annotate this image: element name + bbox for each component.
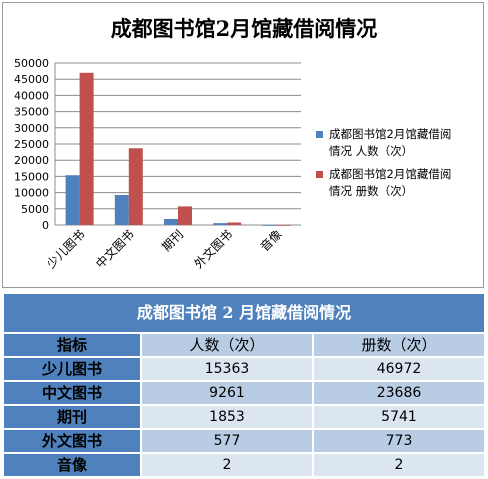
row-label: 少儿图书 <box>2 356 142 382</box>
cell-people: 2 <box>140 452 314 478</box>
row-label: 音像 <box>2 452 142 478</box>
cell-volumes: 2 <box>312 452 486 478</box>
y-tick-label: 25000 <box>14 138 49 151</box>
chart-title: 成都图书馆2月馆藏借阅情况 <box>110 16 378 41</box>
bar <box>276 224 291 226</box>
x-tick-label: 外文图书 <box>191 227 236 272</box>
header-people: 人数（次） <box>140 332 314 358</box>
row-label: 期刊 <box>2 404 142 430</box>
table-header-row: 指标 人数（次） 册数（次） <box>2 332 486 358</box>
bar <box>79 72 94 225</box>
y-tick-label: 15000 <box>14 170 49 183</box>
row-label: 中文图书 <box>2 380 142 406</box>
bar <box>128 148 143 225</box>
bar <box>213 223 228 225</box>
y-tick-label: 30000 <box>14 122 49 135</box>
table-title-row: 成都图书馆 2 月馆藏借阅情况 <box>2 292 486 334</box>
bar <box>114 194 129 225</box>
x-tick-label: 少儿图书 <box>44 227 88 271</box>
y-tick-label: 5000 <box>21 203 49 216</box>
table-row: 少儿图书 15363 46972 <box>2 356 486 382</box>
bar-chart: 0 5000 10000 15000 20000 25000 30000 35000 40000… <box>14 57 451 272</box>
cell-people: 9261 <box>140 380 314 406</box>
row-label: 外文图书 <box>2 428 142 454</box>
bar <box>178 206 192 225</box>
x-tick-label: 期刊 <box>159 227 186 254</box>
table-title: 成都图书馆 2 月馆藏借阅情况 <box>2 292 486 334</box>
legend-swatch <box>316 171 323 178</box>
cell-volumes: 773 <box>312 428 486 454</box>
y-tick-label: 40000 <box>14 89 49 102</box>
bar <box>227 222 242 225</box>
cell-volumes: 23686 <box>312 380 486 406</box>
x-tick-label: 中文图书 <box>92 227 137 272</box>
legend-label-line2: 情况 人数（次） <box>329 144 413 158</box>
header-volumes: 册数（次） <box>312 332 486 358</box>
table-row: 期刊 1853 5741 <box>2 404 486 430</box>
y-tick-label: 0 <box>42 219 49 232</box>
x-tick-label: 音像 <box>257 227 285 255</box>
cell-volumes: 5741 <box>312 404 486 430</box>
cell-people: 577 <box>140 428 314 454</box>
y-tick-label: 35000 <box>14 106 49 119</box>
cell-volumes: 46972 <box>312 356 486 382</box>
table-row: 中文图书 9261 23686 <box>2 380 486 406</box>
table-row: 音像 2 2 <box>2 452 486 478</box>
data-table-section: 成都图书馆 2 月馆藏借阅情况 指标 人数（次） 册数（次） 少儿图书 1536… <box>2 292 486 478</box>
chart-panel: 成都图书馆2月馆藏借阅情况 0 5000 10000 15000 20000 25000 3… <box>2 2 484 288</box>
cell-people: 15363 <box>140 356 314 382</box>
header-indicator: 指标 <box>2 332 142 358</box>
bar <box>164 218 178 225</box>
table-row: 外文图书 577 773 <box>2 428 486 454</box>
y-tick-label: 10000 <box>14 187 49 200</box>
legend-label-line2: 情况 册数（次） <box>329 184 413 198</box>
legend-label-line1: 成都图书馆2月馆藏借阅 <box>329 167 451 181</box>
y-tick-label: 45000 <box>14 73 49 86</box>
y-tick-label: 20000 <box>14 154 49 167</box>
bar <box>262 224 277 226</box>
data-table: 成都图书馆 2 月馆藏借阅情况 指标 人数（次） 册数（次） 少儿图书 1536… <box>2 292 486 478</box>
legend-swatch <box>316 131 323 138</box>
cell-people: 1853 <box>140 404 314 430</box>
legend-label-line1: 成都图书馆2月馆藏借阅 <box>329 127 451 141</box>
bar <box>65 175 80 225</box>
y-tick-label: 50000 <box>14 57 49 70</box>
